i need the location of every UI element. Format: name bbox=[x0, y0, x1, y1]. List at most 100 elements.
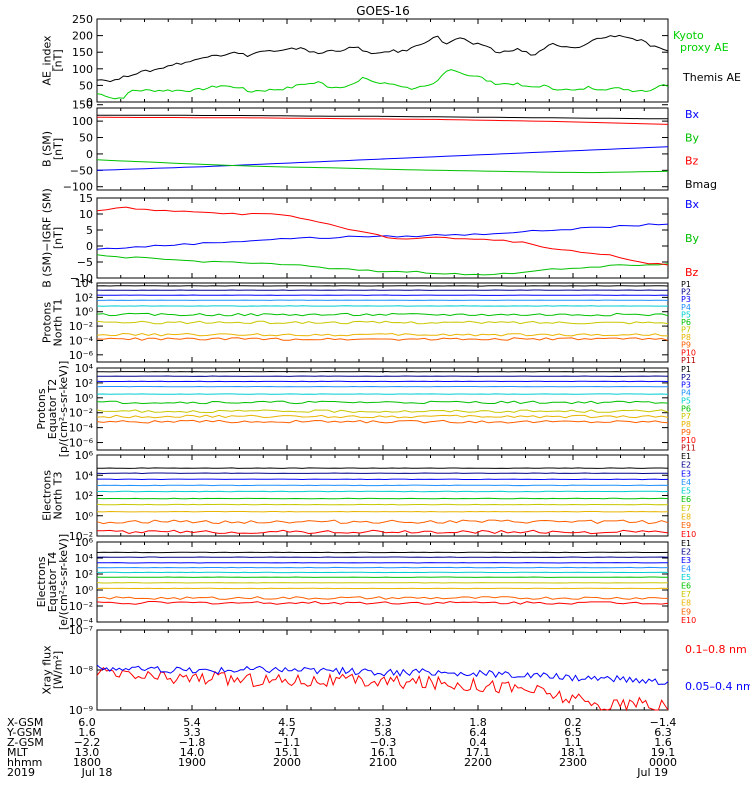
y-tick-label: 10⁻⁶ bbox=[69, 437, 94, 450]
channel-line-p7 bbox=[97, 410, 668, 413]
y-tick-label: 10⁴ bbox=[75, 277, 94, 290]
channel-line-e7 bbox=[97, 504, 668, 505]
channel-line-p8 bbox=[97, 415, 668, 418]
plot-area bbox=[97, 468, 668, 534]
legend-entry: 0.1–0.8 nm bbox=[685, 643, 747, 656]
channel-line-p9 bbox=[97, 338, 668, 341]
x-date-start: Jul 18 bbox=[81, 766, 113, 779]
x-year-label: 2019 bbox=[7, 766, 35, 779]
y-tick-label: 10⁻⁸ bbox=[69, 664, 94, 677]
y-tick-label: 10² bbox=[75, 291, 93, 304]
legend-entry: Bmag bbox=[685, 178, 717, 191]
series-line-bz bbox=[97, 207, 668, 265]
y-axis-label-line: [p/(cm²-s-sr-keV)] bbox=[57, 361, 70, 458]
channel-line-e9 bbox=[97, 520, 668, 524]
y-tick-label: −50 bbox=[70, 164, 93, 177]
channel-line-e2 bbox=[97, 473, 668, 474]
y-tick-label: 10⁴ bbox=[75, 362, 94, 375]
channel-label-p11: P11 bbox=[681, 356, 696, 365]
channel-line-p6 bbox=[97, 401, 668, 404]
channel-label-e10: E10 bbox=[681, 530, 696, 539]
y-axis-label-line: [e/(cm²-s-sr-keV)] bbox=[57, 534, 70, 630]
y-tick-label: −5 bbox=[77, 256, 93, 269]
y-axis-label-line: [nT] bbox=[52, 138, 65, 160]
channel-line-p6 bbox=[97, 313, 668, 315]
y-tick-label: 0 bbox=[86, 148, 93, 161]
y-tick-label: 10⁶ bbox=[75, 449, 94, 462]
x-row-value: 2300 bbox=[559, 756, 587, 769]
plot-area bbox=[97, 372, 668, 424]
channel-line-p8 bbox=[97, 334, 668, 336]
y-tick-label: 150 bbox=[72, 99, 93, 112]
channel-line-e3 bbox=[97, 479, 668, 480]
y-axis-label: AE_index [nT]AE_index[nT] bbox=[41, 23, 65, 99]
y-tick-label: 10⁴ bbox=[75, 552, 94, 565]
legend-entry: proxy AE bbox=[680, 41, 729, 54]
plot-area bbox=[97, 665, 668, 710]
y-tick-label: 10⁶ bbox=[75, 536, 94, 549]
series-line-themis-ae bbox=[97, 35, 668, 81]
y-tick-label: 10⁻⁶ bbox=[69, 349, 94, 362]
y-axis-label-line: [nT] bbox=[52, 49, 65, 71]
legend-entry: Themis AE bbox=[682, 71, 741, 84]
y-tick-label: 50 bbox=[79, 79, 93, 92]
y-tick-label: 10² bbox=[75, 377, 93, 390]
y-tick-label: 50 bbox=[79, 132, 93, 145]
panel-frame bbox=[97, 368, 668, 450]
legend-entry: By bbox=[685, 131, 700, 144]
y-tick-label: 10⁰ bbox=[75, 392, 94, 405]
y-tick-label: 10⁴ bbox=[75, 469, 94, 482]
y-tick-label: 10 bbox=[79, 208, 93, 221]
y-axis-label: Xray flux [W/m²]Xray flux[W/m²] bbox=[41, 624, 65, 715]
series-line-0-05-0-4-nm bbox=[97, 665, 668, 685]
plot-area bbox=[97, 552, 668, 604]
channel-line-e4 bbox=[97, 485, 668, 486]
channel-line-e1 bbox=[97, 468, 668, 469]
panel-frame bbox=[97, 542, 668, 622]
panel-frame bbox=[97, 198, 668, 278]
series-line-kyoto-proxy-ae bbox=[97, 70, 668, 99]
series-line-bmag bbox=[97, 115, 668, 119]
x-row-value: 1900 bbox=[178, 756, 206, 769]
panel-frame bbox=[97, 455, 668, 536]
y-tick-label: 10² bbox=[75, 490, 93, 503]
y-tick-label: 250 bbox=[72, 13, 93, 26]
series-line-0-1-0-8-nm bbox=[97, 668, 668, 710]
channel-line-e10 bbox=[97, 602, 668, 605]
y-tick-label: 10⁰ bbox=[75, 510, 94, 523]
x-row-value: 2100 bbox=[369, 756, 397, 769]
channel-line-e5 bbox=[97, 491, 668, 492]
series-line-by bbox=[97, 255, 668, 275]
y-tick-label: 200 bbox=[72, 30, 93, 43]
y-tick-label: 15 bbox=[79, 192, 93, 205]
series-line-by bbox=[97, 160, 668, 173]
chart-title: GOES-16 bbox=[356, 4, 410, 18]
channel-line-e6 bbox=[97, 498, 668, 499]
y-tick-label: 10⁰ bbox=[75, 584, 94, 597]
legend-entry: Bx bbox=[685, 198, 700, 211]
y-tick-label: 10⁻² bbox=[69, 407, 93, 420]
legend-entry: Bz bbox=[685, 155, 699, 168]
legend-entry: By bbox=[685, 232, 700, 245]
plot-area bbox=[97, 115, 668, 172]
y-tick-label: 10⁻² bbox=[69, 600, 93, 613]
series-line-bx bbox=[97, 147, 668, 171]
legend-entry: Bx bbox=[685, 108, 700, 121]
channel-line-p7 bbox=[97, 321, 668, 324]
y-tick-label: 10⁻² bbox=[69, 320, 93, 333]
y-axis-label: B (SM) [nT]B (SM)[nT] bbox=[41, 118, 65, 180]
y-tick-label: 10² bbox=[75, 568, 93, 581]
y-tick-label: 10⁰ bbox=[75, 306, 94, 319]
panel-frame bbox=[97, 108, 668, 190]
y-tick-label: 0 bbox=[86, 240, 93, 253]
